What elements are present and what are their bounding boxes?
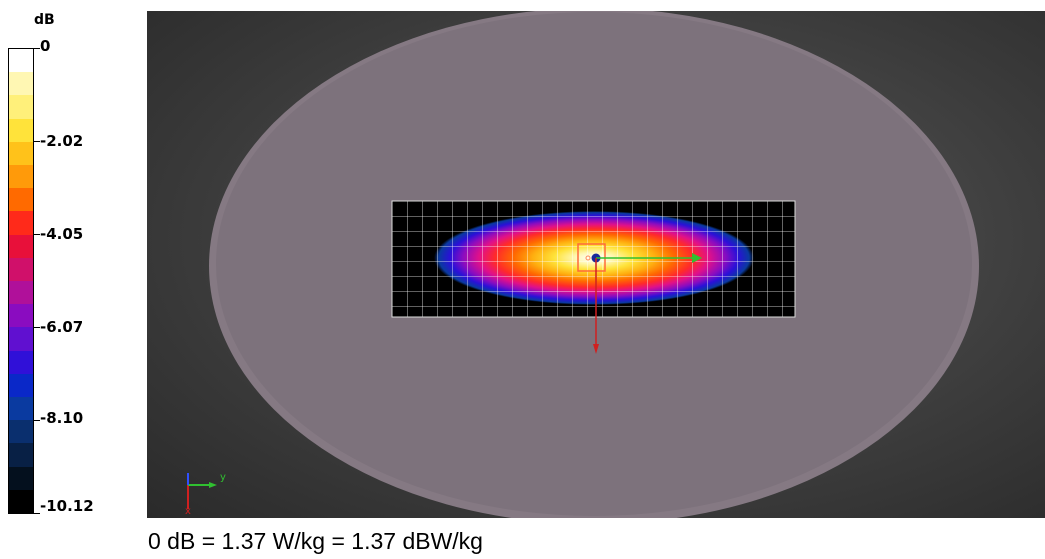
legend-label-0: 0 — [40, 37, 51, 55]
legend-color-segment — [9, 95, 33, 119]
legend-tick — [34, 327, 40, 328]
legend-color-segment — [9, 118, 33, 142]
triad-y-label: y — [220, 472, 226, 483]
legend-label-1: -2.02 — [40, 132, 84, 150]
legend-color-segment — [9, 327, 33, 351]
legend-color-segment — [9, 397, 33, 421]
legend-color-segment — [9, 304, 33, 328]
legend-color-bar — [8, 48, 34, 514]
legend-color-segment — [9, 489, 33, 514]
legend-color-segment — [9, 373, 33, 398]
legend-color-segment — [9, 211, 33, 235]
probe-x-arrowhead — [593, 344, 599, 354]
legend-color-segment — [9, 72, 33, 96]
legend-tick — [34, 420, 40, 421]
triad-x-label: x — [185, 506, 191, 517]
legend-color-segment — [9, 420, 33, 444]
legend-color-segment — [9, 165, 33, 189]
legend-label-2: -4.05 — [40, 225, 84, 243]
probe-inner — [585, 255, 591, 261]
legend-color-segment — [9, 141, 33, 166]
legend-color-segment — [9, 188, 33, 212]
legend-color-segment — [9, 49, 33, 73]
legend-color-segment — [9, 350, 33, 374]
color-scale-legend: dB 0 -2.02 -4.05 -6.07 -8.10 -10.12 — [0, 0, 140, 520]
legend-label-5: -10.12 — [40, 497, 94, 515]
orientation-triad: y x — [185, 472, 226, 517]
legend-color-segment — [9, 443, 33, 467]
legend-color-segment — [9, 466, 33, 490]
scan-area-border — [391, 200, 796, 318]
sar-scene: y x — [185, 11, 979, 518]
legend-tick — [34, 234, 40, 235]
legend-label-3: -6.07 — [40, 318, 84, 336]
probe-y-arrowhead — [692, 253, 702, 263]
legend-tick — [34, 141, 40, 142]
legend-color-segment — [9, 257, 33, 282]
3d-view-panel[interactable]: y x — [147, 11, 1045, 518]
legend-tick — [34, 48, 40, 49]
legend-tick — [34, 513, 40, 514]
legend-color-segment — [9, 234, 33, 258]
legend-unit-label: dB — [34, 12, 55, 28]
legend-label-4: -8.10 — [40, 409, 84, 427]
reference-caption: 0 dB = 1.37 W/kg = 1.37 dBW/kg — [148, 528, 483, 554]
legend-color-segment — [9, 281, 33, 305]
